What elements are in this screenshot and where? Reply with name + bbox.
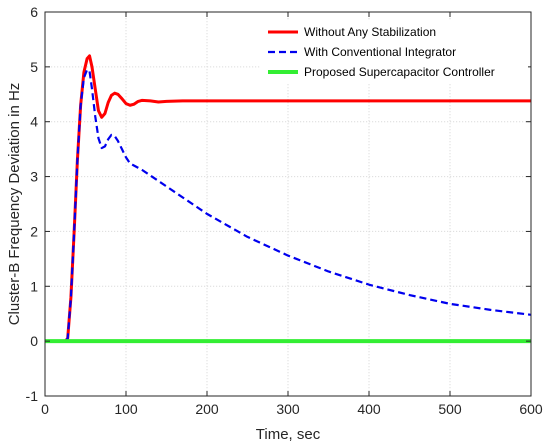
x-tick-label: 600: [519, 401, 543, 417]
y-tick-label: 3: [30, 169, 38, 185]
y-tick-label: 5: [30, 59, 38, 75]
legend: Without Any Stabilization With Convention…: [260, 20, 528, 84]
y-tick-label: 6: [30, 4, 38, 20]
x-tick-label: 100: [114, 401, 138, 417]
y-tick-label: 4: [30, 114, 38, 130]
y-tick-label: 0: [30, 333, 38, 349]
legend-label-2: With Conventional Integrator: [304, 45, 456, 59]
x-tick-label: 500: [438, 401, 462, 417]
x-tick-label: 0: [41, 401, 49, 417]
y-axis-label: Cluster-B Frequency Deviation in Hz: [6, 83, 23, 326]
x-tick-label: 400: [357, 401, 381, 417]
x-tick-label: 300: [276, 401, 300, 417]
legend-label-1: Without Any Stabilization: [304, 25, 436, 39]
series-lines: [45, 54, 532, 344]
legend-label-3: Proposed Supercapacitor Controller: [304, 65, 495, 79]
legend-box: [260, 20, 528, 84]
y-tick-label: 2: [30, 223, 38, 239]
y-tick-label: 1: [30, 278, 38, 294]
y-tick-label: -1: [26, 388, 39, 404]
x-tick-label: 200: [195, 401, 219, 417]
x-axis-label: Time, sec: [256, 426, 321, 443]
series-line-1: [45, 54, 531, 343]
